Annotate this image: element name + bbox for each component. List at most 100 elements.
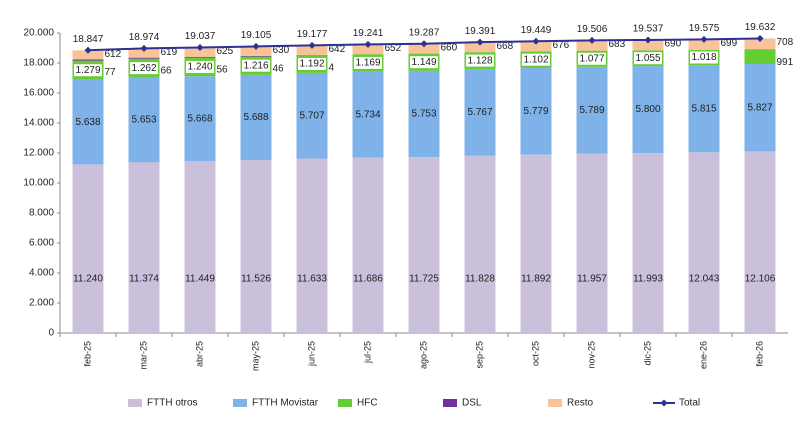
value-label: 642 xyxy=(329,44,346,55)
value-label: 630 xyxy=(273,45,290,56)
total-label: 19.177 xyxy=(297,29,328,40)
bar-segment xyxy=(688,39,720,50)
bar-segment xyxy=(408,157,440,333)
y-tick-label: 20.000 xyxy=(23,28,54,39)
bar-segment xyxy=(744,38,776,50)
value-label: 991 xyxy=(777,57,794,68)
legend-swatch xyxy=(338,399,352,407)
bar-segment xyxy=(688,65,720,153)
legend-label: Resto xyxy=(567,398,594,409)
total-label: 19.632 xyxy=(745,22,776,33)
y-tick-label: 14.000 xyxy=(23,118,54,129)
bar-segment xyxy=(520,67,552,155)
value-label: 683 xyxy=(609,39,626,50)
bar-segment xyxy=(464,69,496,156)
bar-segment xyxy=(184,161,216,333)
value-label: 1.018 xyxy=(691,52,716,63)
total-label: 19.449 xyxy=(521,25,552,36)
value-label: 1.169 xyxy=(355,58,380,69)
bar-segment xyxy=(72,50,104,60)
value-label: 708 xyxy=(777,37,794,48)
total-marker xyxy=(756,35,764,43)
bar-segment xyxy=(744,64,776,152)
y-tick-label: 8.000 xyxy=(29,208,54,219)
bar-segment xyxy=(296,158,328,333)
label-box xyxy=(242,59,270,72)
legend-swatch xyxy=(128,399,142,407)
legend-label: FTTH Movistar xyxy=(252,398,319,409)
bar-segment xyxy=(632,66,664,154)
bar-segment xyxy=(744,49,776,65)
y-tick-label: 4.000 xyxy=(29,268,54,279)
total-marker xyxy=(140,44,148,52)
x-tick-label: may-25 xyxy=(250,341,260,371)
value-label: 1.192 xyxy=(299,59,324,70)
value-label: 652 xyxy=(385,43,402,54)
total-label: 19.241 xyxy=(353,28,384,39)
x-tick-label: dic-25 xyxy=(642,341,652,366)
value-label: 77 xyxy=(105,67,117,78)
value-label: 11.240 xyxy=(73,274,103,285)
total-label: 19.575 xyxy=(689,23,720,34)
value-label: 5.753 xyxy=(411,109,436,120)
total-marker xyxy=(84,46,92,54)
value-label: 4 xyxy=(329,63,335,74)
value-label: 11.725 xyxy=(409,274,439,285)
x-tick-label: feb-25 xyxy=(82,341,92,367)
total-marker xyxy=(644,36,652,44)
bar-segment xyxy=(352,71,384,158)
value-label: 12.106 xyxy=(745,274,776,285)
y-tick-label: 16.000 xyxy=(23,88,54,99)
value-label: 5.789 xyxy=(579,105,604,116)
value-label: 619 xyxy=(161,47,178,58)
bar-segment xyxy=(72,164,104,333)
value-label: 11.449 xyxy=(185,274,215,285)
bar-segment xyxy=(72,79,104,165)
legend-label: DSL xyxy=(462,398,482,409)
value-label: 5.638 xyxy=(75,117,100,128)
label-box xyxy=(522,53,550,66)
value-label: 1.102 xyxy=(523,54,548,65)
value-label: 5.734 xyxy=(355,109,380,120)
bar-segment xyxy=(184,47,216,57)
bar-segment xyxy=(240,160,272,333)
total-marker xyxy=(308,41,316,49)
bar-segment xyxy=(464,155,496,333)
value-label: 5.707 xyxy=(299,110,324,121)
y-tick-label: 2.000 xyxy=(29,298,54,309)
total-marker xyxy=(476,38,484,46)
bar-segment xyxy=(576,66,608,154)
total-label: 18.847 xyxy=(73,34,104,45)
bar-segment xyxy=(408,70,440,158)
total-label: 18.974 xyxy=(129,32,160,43)
bar-segment xyxy=(128,57,160,59)
value-label: 612 xyxy=(105,49,122,60)
value-label: 5.653 xyxy=(131,115,156,126)
bar-segment xyxy=(576,40,608,51)
y-tick-label: 0 xyxy=(48,328,54,339)
value-label: 56 xyxy=(217,64,229,75)
bar-segment xyxy=(296,72,328,159)
bar-segment xyxy=(520,154,552,333)
x-tick-label: ene-26 xyxy=(698,341,708,369)
bar-segment xyxy=(520,41,552,52)
value-label: 11.828 xyxy=(465,274,495,285)
value-label: 5.815 xyxy=(691,103,716,114)
label-box xyxy=(690,51,718,64)
total-marker xyxy=(588,36,596,44)
label-box xyxy=(354,56,382,69)
value-label: 699 xyxy=(721,38,738,49)
legend-label: HFC xyxy=(357,398,378,409)
total-label: 19.391 xyxy=(465,26,496,37)
label-box xyxy=(130,62,158,75)
value-label: 1.149 xyxy=(411,57,436,68)
total-label: 19.037 xyxy=(185,31,216,42)
label-box xyxy=(578,52,606,65)
x-tick-label: sep-25 xyxy=(474,341,484,369)
legend-swatch xyxy=(233,399,247,407)
value-label: 5.688 xyxy=(243,112,268,123)
y-tick-label: 6.000 xyxy=(29,238,54,249)
value-label: 668 xyxy=(497,41,514,52)
total-label: 19.537 xyxy=(633,24,664,35)
